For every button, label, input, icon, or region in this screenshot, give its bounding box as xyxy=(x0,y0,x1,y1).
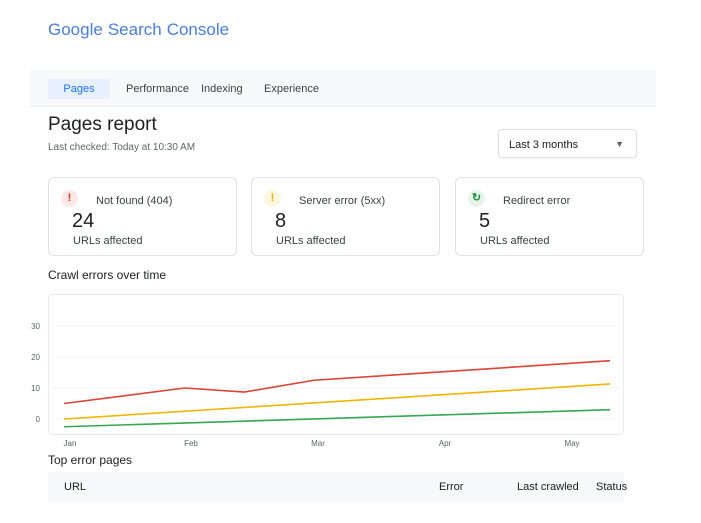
card-not-found[interactable]: ! Not found (404) 24 URLs affected xyxy=(48,177,237,256)
redirect-icon: ↻ xyxy=(468,190,485,207)
y-tick-label: 20 xyxy=(31,353,40,362)
warning-icon: ! xyxy=(264,190,281,207)
logo-word-search: Search xyxy=(107,20,162,39)
tab-performance[interactable]: Performance xyxy=(126,83,189,95)
tab-indexing[interactable]: Indexing xyxy=(201,83,243,95)
y-tick-label: 10 xyxy=(31,384,40,393)
card-redirect-error[interactable]: ↻ Redirect error 5 URLs affected xyxy=(455,177,644,256)
table-title: Top error pages xyxy=(48,453,133,467)
y-tick-label: 30 xyxy=(31,322,40,331)
x-tick-label: Feb xyxy=(184,439,198,448)
logo-word-google: Google xyxy=(48,20,103,39)
exclamation-icon: ! xyxy=(61,190,78,207)
card-label: Not found (404) xyxy=(96,195,173,207)
chart-container xyxy=(48,294,624,435)
card-value: 8 xyxy=(275,210,287,232)
x-tick-label: Jan xyxy=(64,439,77,448)
app-logo[interactable]: Google Search Console xyxy=(48,20,234,40)
date-range-select[interactable]: Last 3 months ▼ xyxy=(498,129,637,158)
card-server-error[interactable]: ! Server error (5xx) 8 URLs affected xyxy=(251,177,440,256)
card-label: Redirect error xyxy=(503,195,571,207)
card-value: 24 xyxy=(72,210,95,232)
card-caption: URLs affected xyxy=(276,235,346,247)
nav-tabs: Pages Performance Indexing Experience xyxy=(30,69,656,107)
page-title: Pages report xyxy=(48,114,157,135)
x-tick-label: Mar xyxy=(311,439,325,448)
x-tick-label: Apr xyxy=(439,439,452,448)
series-line-0 xyxy=(63,359,611,405)
tab-pages[interactable]: Pages xyxy=(48,79,110,99)
series-line-1 xyxy=(63,383,611,420)
dropdown-arrow-icon: ▼ xyxy=(615,139,624,149)
chart-title: Crawl errors over time xyxy=(48,268,167,282)
card-label: Server error (5xx) xyxy=(299,195,386,207)
x-tick-label: May xyxy=(564,439,579,448)
table-header: URL Error Last crawled Status xyxy=(48,472,628,502)
col-last-crawled[interactable]: Last crawled xyxy=(517,481,579,493)
last-checked: Last checked: Today at 10:30 AM xyxy=(48,142,196,153)
card-caption: URLs affected xyxy=(73,235,143,247)
col-status[interactable]: Status xyxy=(596,481,628,493)
y-tick-label: 0 xyxy=(36,415,41,424)
card-value: 5 xyxy=(479,210,491,232)
date-range-value: Last 3 months xyxy=(509,139,579,151)
card-caption: URLs affected xyxy=(480,235,550,247)
col-error[interactable]: Error xyxy=(439,481,464,493)
col-url[interactable]: URL xyxy=(64,481,87,493)
logo-word-console: Console xyxy=(166,20,230,39)
tab-experience[interactable]: Experience xyxy=(264,83,320,95)
series-line-2 xyxy=(63,408,611,428)
